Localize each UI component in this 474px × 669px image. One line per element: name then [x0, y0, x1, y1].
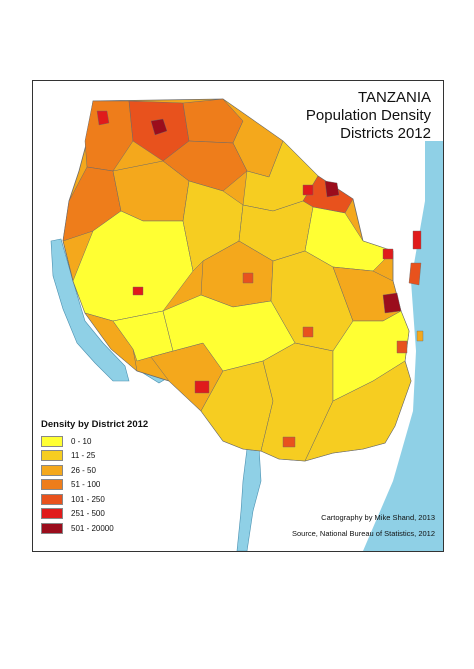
district-mara [182, 98, 244, 144]
map-frame: TANZANIA Population Density Districts 20… [32, 80, 444, 552]
legend-rows: 0 - 10 11 - 25 26 - 50 51 - 100 101 - 250 251… [41, 435, 191, 535]
legend-label: 0 - 10 [71, 436, 92, 446]
indian-ocean [363, 141, 443, 551]
legend-item: 501 - 20000 [41, 522, 191, 535]
legend-swatch [41, 450, 63, 462]
credit-cartography: Cartography by Mike Shand, 2013 [321, 513, 435, 522]
map-title-subject: Population Density [305, 107, 431, 124]
legend-item: 0 - 10 [41, 435, 191, 448]
legend-title: Density by District 2012 [41, 419, 149, 430]
legend-swatch [41, 464, 63, 476]
legend-label: 11 - 25 [71, 451, 96, 461]
district-arusha-city [302, 184, 314, 196]
legend-label: 26 - 50 [71, 465, 96, 475]
legend-item: 11 - 25 [41, 450, 191, 463]
district-songea [282, 436, 296, 448]
lake-nyasa [236, 446, 262, 551]
legend-label: 501 - 20000 [71, 523, 114, 533]
legend-swatch [41, 508, 63, 520]
district-bukoba [96, 110, 110, 126]
district-tabora [72, 210, 194, 322]
district-kilwa-coast [396, 340, 408, 354]
legend-item: 26 - 50 [41, 464, 191, 477]
legend-item: 101 - 250 [41, 493, 191, 506]
legend-label: 51 - 100 [71, 480, 101, 490]
legend-swatch [41, 493, 63, 505]
island-pemba [412, 230, 422, 250]
island-zanzibar [408, 262, 422, 286]
district-rukwa [84, 312, 138, 372]
legend: Density by District 2012 0 - 10 11 - 25 26… [41, 419, 191, 537]
legend-swatch [41, 479, 63, 491]
district-mbeya-city [194, 380, 210, 394]
district-tabora-town [132, 286, 144, 296]
legend-label: 101 - 250 [71, 494, 105, 504]
legend-label: 251 - 500 [71, 509, 105, 519]
legend-item: 251 - 500 [41, 508, 191, 521]
district-morogoro-town [302, 326, 314, 338]
district-dodoma-city [242, 272, 254, 284]
map-title-year: Districts 2012 [340, 125, 431, 142]
map-title-country: TANZANIA [357, 89, 431, 106]
credit-source: Source, National Bureau of Statistics, 2… [292, 529, 435, 538]
district-mwanza-city [150, 118, 168, 136]
district-dar-es-salaam [382, 292, 402, 314]
legend-swatch [41, 435, 63, 447]
district-mtwara [304, 360, 412, 462]
island-mafia [416, 330, 424, 342]
legend-item: 51 - 100 [41, 479, 191, 492]
tanzania-density-map [50, 98, 443, 551]
district-tanga-city [382, 248, 394, 260]
legend-swatch [41, 522, 63, 534]
district-moshi [324, 180, 340, 198]
